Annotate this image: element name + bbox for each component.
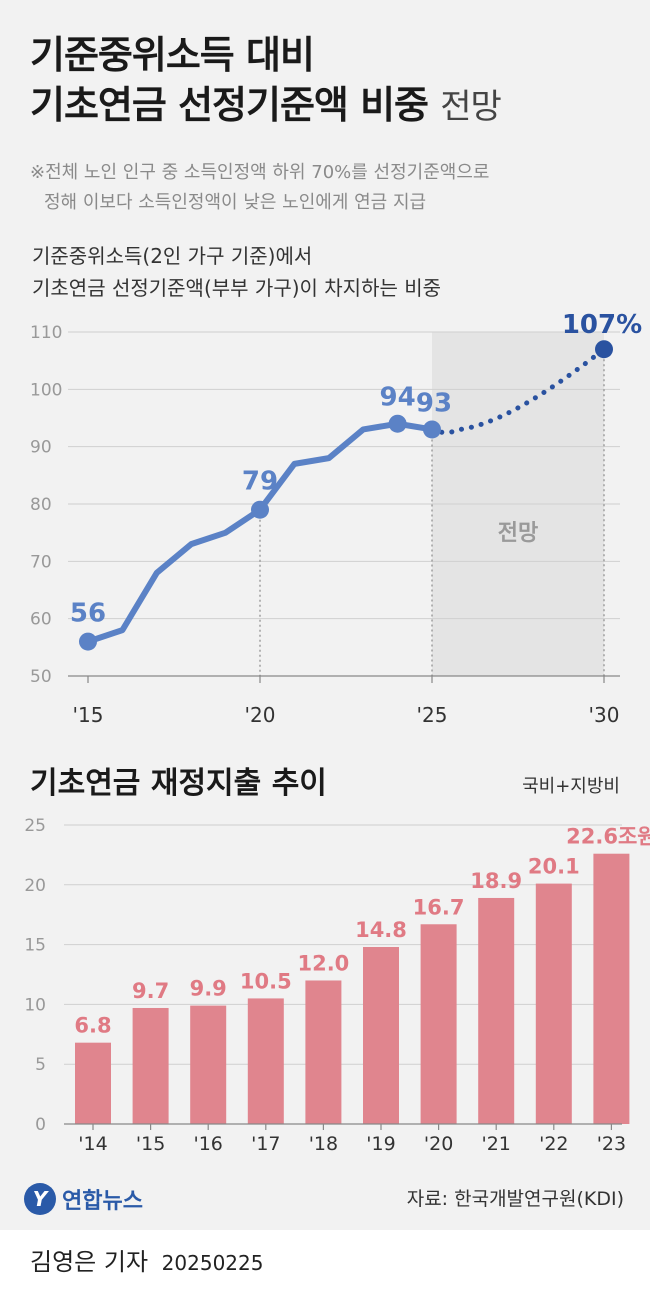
chart2-y-tick-label: 20 bbox=[24, 876, 46, 896]
chart2-x-tick-label: '15 bbox=[136, 1133, 165, 1155]
logo-text: 연합뉴스 bbox=[62, 1189, 143, 1214]
chart2-bar bbox=[535, 883, 572, 1124]
chart2-x-tick-label: '17 bbox=[251, 1133, 280, 1155]
chart2-y-tick-label: 25 bbox=[24, 816, 46, 836]
chart1-subtitle: 기준중위소득(2인 가구 기준)에서 기초연금 선정기준액(부부 가구)이 차지… bbox=[32, 240, 632, 304]
chart1-y-tick-label: 60 bbox=[30, 610, 52, 630]
title-line-1: 기준중위소득 대비 bbox=[30, 33, 315, 77]
chart2-bar bbox=[247, 998, 284, 1124]
chart1-y-tick-label: 100 bbox=[30, 380, 62, 400]
chart1-y-tick-label: 50 bbox=[30, 667, 52, 687]
chart2-data-label: 16.7 bbox=[413, 895, 465, 919]
chart2-bar bbox=[305, 980, 342, 1124]
chart2-x-tick-label: '21 bbox=[481, 1133, 510, 1155]
note: ※전체 노인 인구 중 소득인정액 하위 70%를 선정기준액으로 정해 이보다… bbox=[30, 158, 630, 218]
chart2-data-label: 20.1 bbox=[528, 855, 580, 879]
chart1-data-label: 107% bbox=[562, 310, 642, 340]
reporter: 김영은 기자 20250225 bbox=[30, 1242, 263, 1277]
chart2-bar bbox=[363, 946, 399, 1124]
chart1-y-tick-label: 110 bbox=[30, 323, 62, 343]
chart1-series-line bbox=[85, 420, 435, 645]
chart1-point bbox=[423, 420, 441, 439]
source-text: 자료: 한국개발연구원(KDI) bbox=[406, 1188, 624, 1210]
chart1-point bbox=[79, 632, 97, 651]
forecast-label: 전망 bbox=[498, 521, 538, 546]
chart2-x-tick-label: '18 bbox=[309, 1133, 338, 1155]
chart1-x-tick-label: '15 bbox=[73, 703, 104, 727]
footer-bar: 김영은 기자 20250225 bbox=[0, 1230, 650, 1295]
chart2-data-label: 14.8 bbox=[355, 918, 407, 942]
chart2-bar bbox=[190, 1005, 227, 1124]
chart2-bar bbox=[593, 853, 630, 1124]
chart2-bar bbox=[420, 924, 457, 1124]
chart2-bar bbox=[75, 1042, 111, 1124]
chart2-bar bbox=[132, 1007, 169, 1124]
chart1-data-label: 93 bbox=[416, 388, 452, 418]
chart2-y-tick-label: 10 bbox=[24, 995, 46, 1015]
chart1-subtitle-line-1: 기준중위소득(2인 가구 기준)에서 bbox=[32, 244, 313, 268]
page-title: 기준중위소득 대비 기초연금 선정기준액 비중 전망 bbox=[30, 30, 630, 132]
yonhap-logo-icon: Y bbox=[24, 1183, 56, 1215]
chart1-subtitle-line-2: 기초연금 선정기준액(부부 가구)이 차지하는 비중 bbox=[32, 276, 442, 300]
chart2-data-label: 18.9 bbox=[470, 869, 522, 893]
chart2-x-tick-label: '16 bbox=[193, 1133, 222, 1155]
logo: Y 연합뉴스 bbox=[24, 1178, 143, 1220]
chart1-point bbox=[251, 500, 269, 519]
chart1-data-label: 94 bbox=[380, 383, 416, 413]
chart1-y-tick-label: 80 bbox=[30, 495, 52, 515]
chart2-data-label: 10.5 bbox=[240, 969, 292, 993]
chart1-forecast-line bbox=[429, 346, 607, 435]
chart2-data-label: 22.6조원 bbox=[566, 825, 650, 849]
title-suffix: 전망 bbox=[440, 87, 502, 127]
chart2-data-label: 9.7 bbox=[132, 979, 169, 1003]
chart1-data-label: 79 bbox=[242, 467, 278, 497]
title-line-2: 기초연금 선정기준액 비중 전망 bbox=[30, 80, 630, 132]
reporter-date: 20250225 bbox=[161, 1251, 264, 1275]
note-line-1: ※전체 노인 인구 중 소득인정액 하위 70%를 선정기준액으로 bbox=[30, 162, 490, 183]
chart1-point bbox=[388, 414, 407, 433]
chart1-x-tick-label: '25 bbox=[417, 703, 448, 727]
chart2-x-tick-label: '14 bbox=[78, 1133, 107, 1155]
title-line-2-main: 기초연금 선정기준액 비중 bbox=[30, 83, 429, 127]
chart2-x-tick-label: '23 bbox=[597, 1133, 626, 1155]
chart2-y-tick-label: 0 bbox=[35, 1115, 46, 1135]
chart2-title: 기초연금 재정지출 추이 bbox=[30, 766, 327, 801]
chart2-y-tick-label: 15 bbox=[24, 936, 46, 956]
chart2-x-tick-label: '20 bbox=[424, 1133, 453, 1155]
chart2-data-label: 6.8 bbox=[74, 1014, 111, 1038]
chart2-bar bbox=[478, 897, 515, 1124]
chart2-data-label: 9.9 bbox=[190, 977, 227, 1001]
chart2-data-label: 12.0 bbox=[297, 951, 349, 975]
chart2-unit: 국비+지방비 bbox=[522, 776, 620, 797]
chart1-point bbox=[595, 340, 613, 359]
chart2-x-tick-label: '19 bbox=[366, 1133, 395, 1155]
chart2-x-tick-label: '22 bbox=[539, 1133, 568, 1155]
chart1-data-label: 56 bbox=[70, 599, 106, 629]
chart1-y-tick-label: 70 bbox=[30, 552, 52, 572]
chart2-y-tick-label: 5 bbox=[35, 1055, 46, 1075]
reporter-name: 김영은 기자 bbox=[30, 1248, 149, 1276]
chart1-x-tick-label: '20 bbox=[245, 703, 276, 727]
chart1-x-tick-label: '30 bbox=[589, 703, 620, 727]
chart1-y-tick-label: 90 bbox=[30, 438, 52, 458]
note-line-2: 정해 이보다 소득인정액이 낮은 노인에게 연금 지급 bbox=[44, 192, 427, 213]
